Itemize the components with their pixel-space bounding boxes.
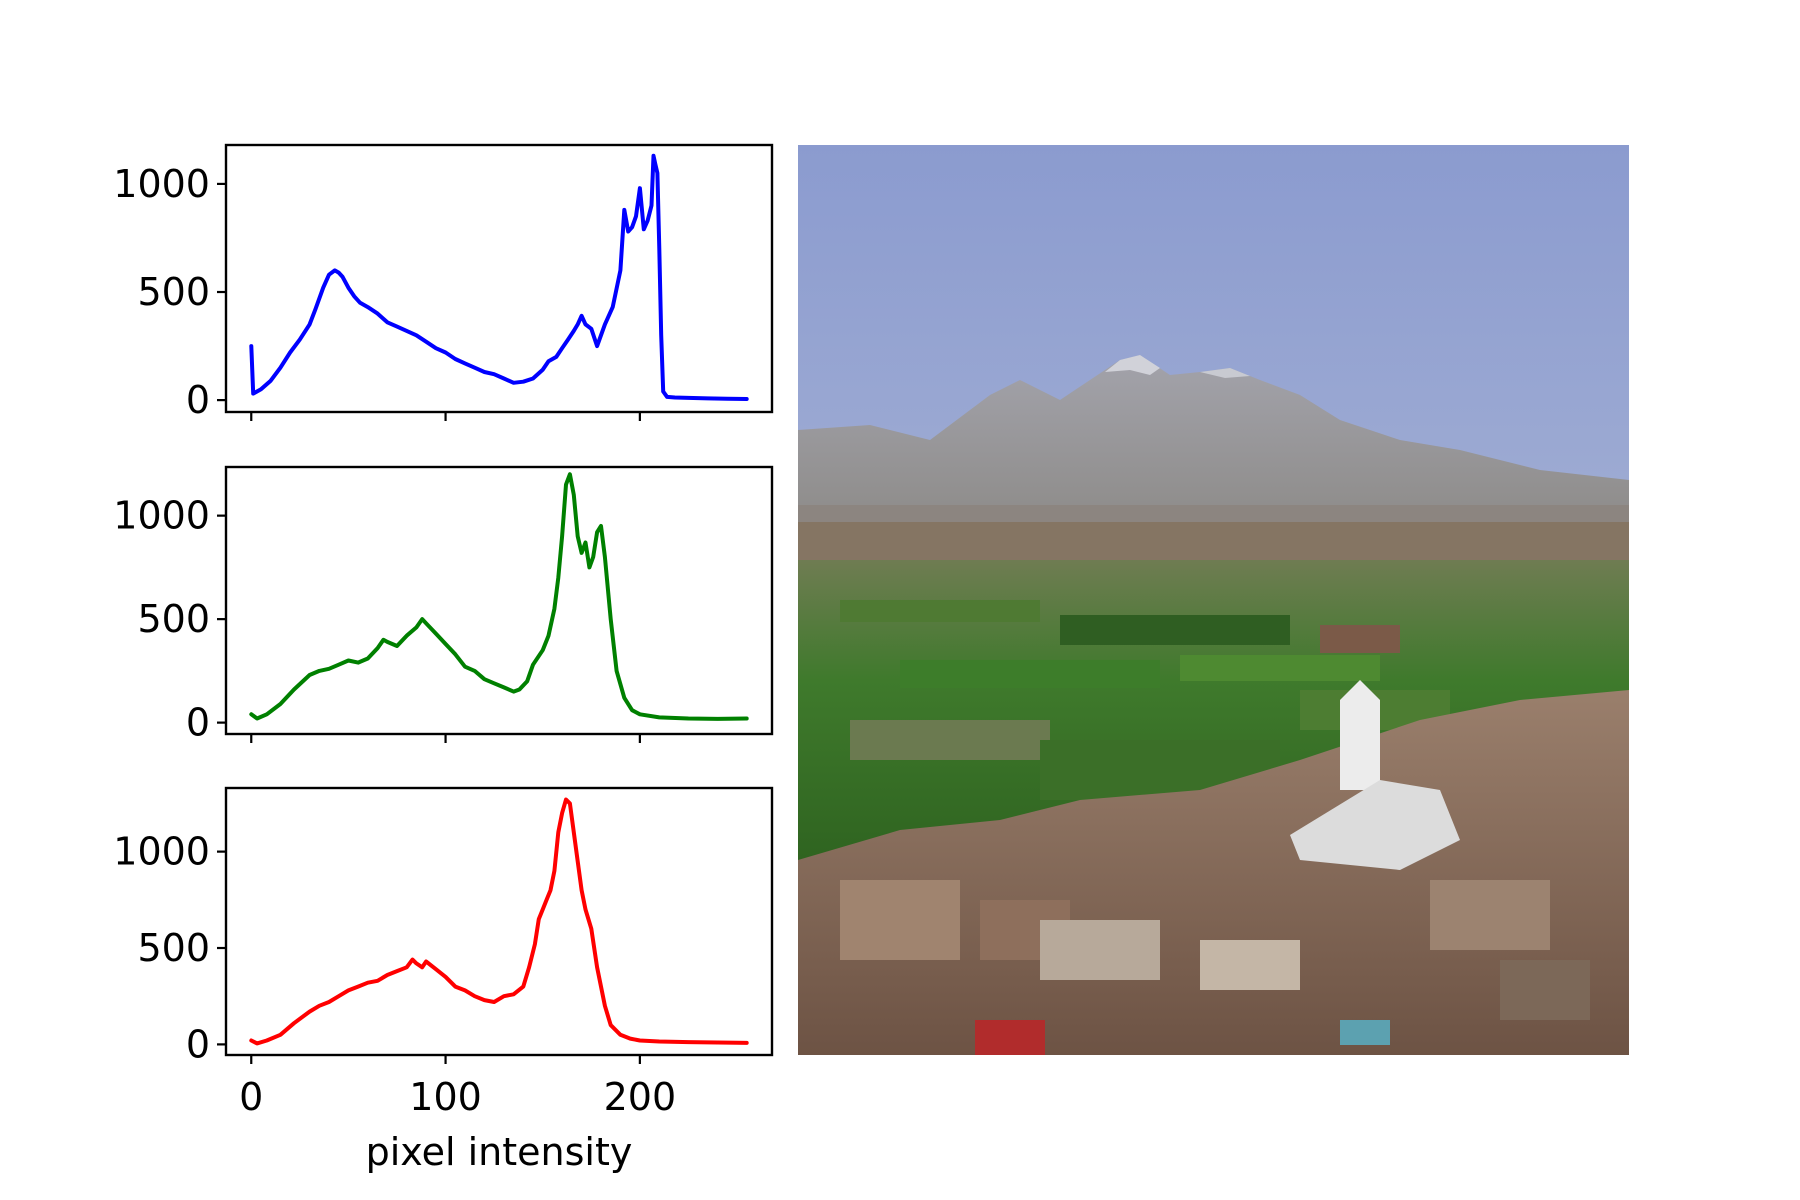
x-tick-label-3-2: 100 — [409, 1075, 482, 1119]
panel-frame-3 — [224, 786, 774, 1057]
series-line-2-1 — [249, 472, 749, 721]
series-line-3-1 — [249, 797, 749, 1046]
histogram-panel-3: 0 500 1000 0 100 200 pixel intensity — [113, 786, 774, 1174]
series-line-1-1 — [249, 153, 749, 401]
x-tick-label-3-1: 0 — [239, 1075, 263, 1119]
panel-frame-1 — [224, 143, 774, 414]
histogram-panel-1: 0 500 1000 — [113, 143, 774, 422]
y-tick-label-3-3: 1000 — [113, 830, 210, 874]
x-axis-label: pixel intensity — [366, 1130, 633, 1174]
y-tick-label-3-1: 0 — [186, 1022, 210, 1066]
panel-frame-2 — [224, 465, 774, 736]
y-tick-label-2-3: 1000 — [113, 494, 210, 538]
y-tick-label-1-3: 1000 — [113, 162, 210, 206]
y-tick-label-2-2: 500 — [137, 597, 210, 641]
y-tick-label-1-1: 0 — [186, 378, 210, 422]
y-tick-label-1-2: 500 — [137, 270, 210, 314]
histogram-panels: 0 500 1000 0 500 1000 0 500 1000 0 100 200 pixel int… — [113, 143, 774, 1174]
histogram-panel-2: 0 500 1000 — [113, 465, 774, 745]
y-tick-label-3-2: 500 — [137, 926, 210, 970]
y-tick-label-2-1: 0 — [186, 701, 210, 745]
x-tick-label-3-3: 200 — [604, 1075, 677, 1119]
photo-landscape — [798, 145, 1629, 1055]
